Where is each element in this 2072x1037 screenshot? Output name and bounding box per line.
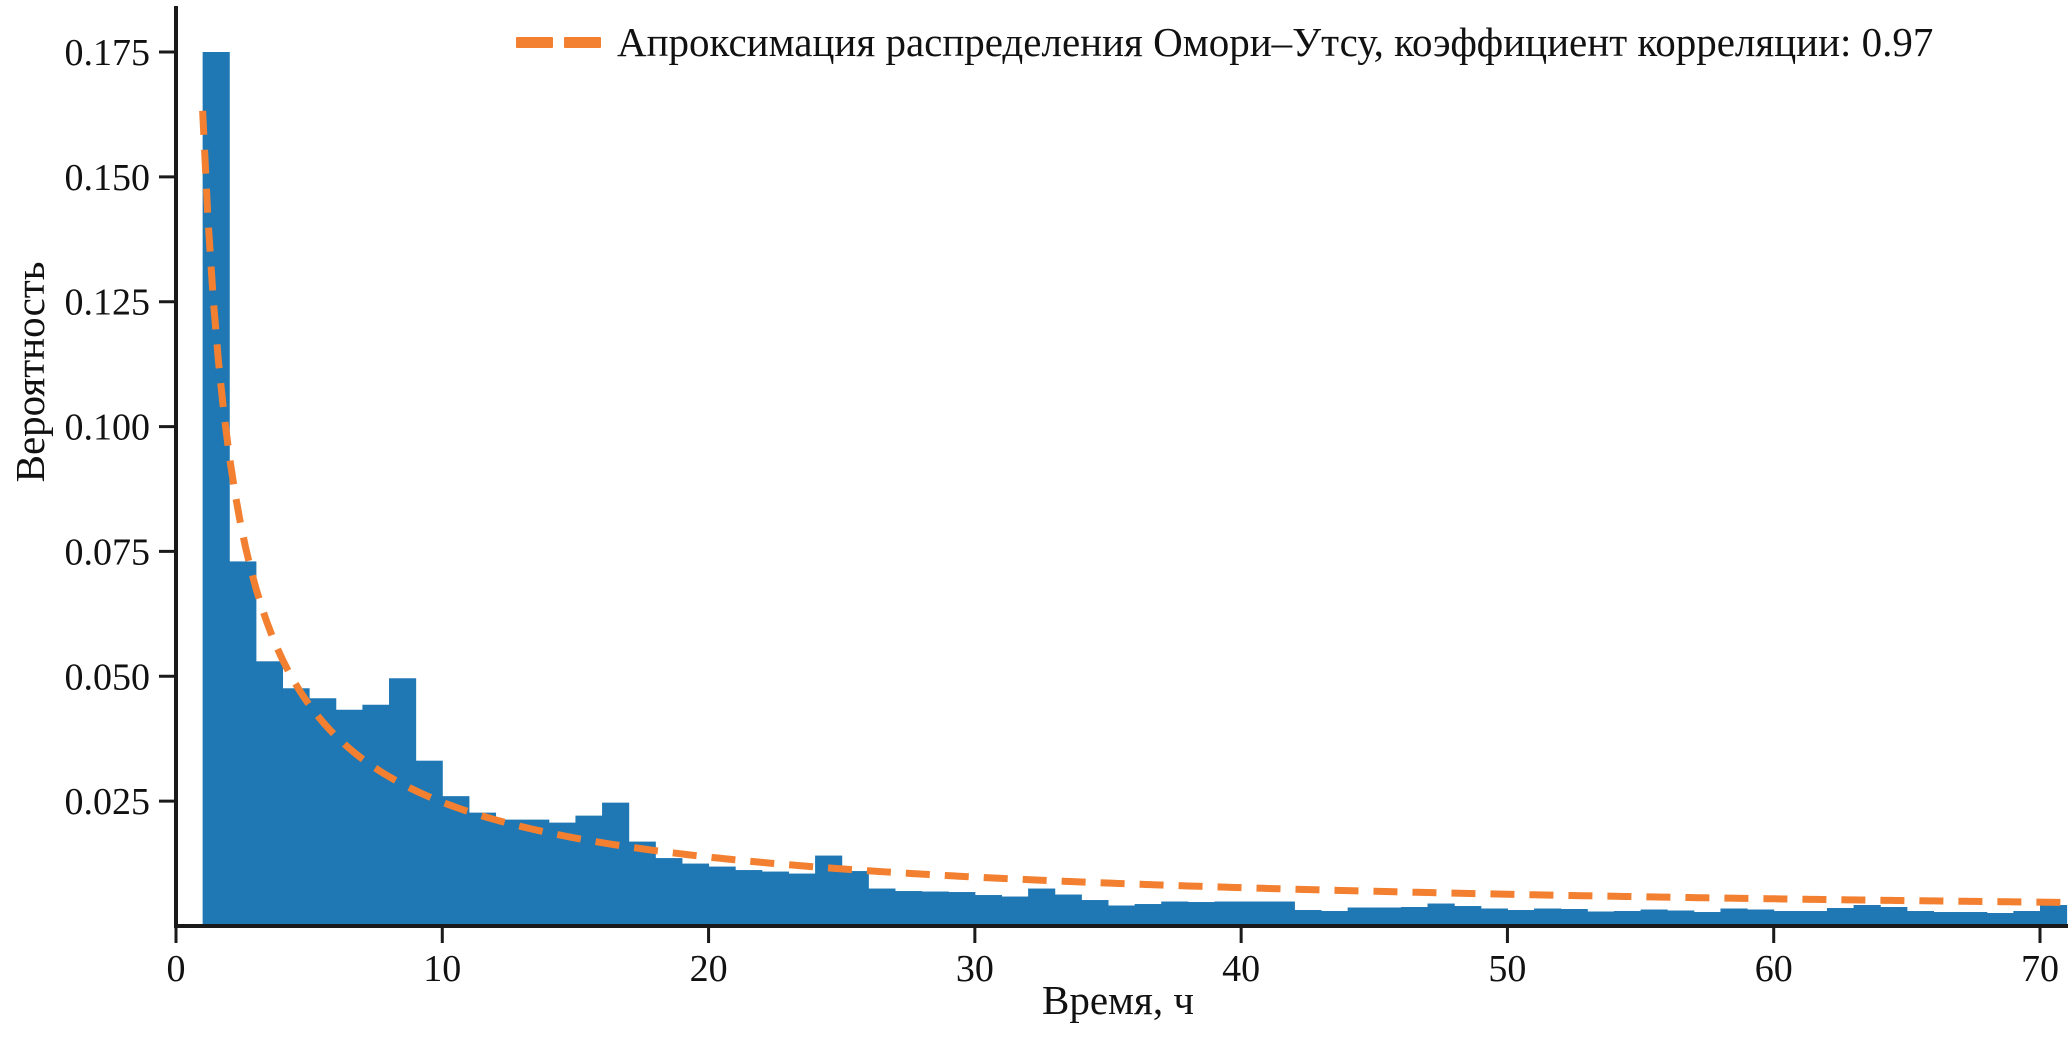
histogram-bar — [495, 819, 523, 926]
histogram-bar — [1267, 901, 1295, 926]
legend-dashed-line-icon — [516, 36, 601, 48]
histogram-bar — [1720, 908, 1748, 926]
y-tick-label: 0.100 — [65, 407, 151, 449]
histogram-bar — [1294, 910, 1322, 926]
y-tick-labels: 0.025 0.050 0.075 0.100 0.125 0.150 0.175 — [65, 32, 151, 823]
histogram-bar — [1853, 905, 1881, 926]
x-axis-label: Время, ч — [1042, 977, 1194, 1023]
y-tick-label: 0.075 — [65, 531, 151, 573]
histogram-bar — [761, 871, 789, 926]
y-tick-label: 0.150 — [65, 157, 151, 199]
y-tick-label: 0.025 — [65, 781, 151, 823]
histogram-bar — [1933, 912, 1961, 926]
histogram-bar — [1054, 894, 1082, 926]
x-tick-labels: 0 10 20 30 40 50 60 70 — [167, 948, 2060, 990]
histogram-bar — [335, 709, 363, 926]
histogram-bar — [1001, 896, 1029, 926]
x-tick-label: 50 — [1488, 948, 1526, 990]
x-tick-label: 70 — [2021, 948, 2059, 990]
histogram-bar — [1400, 907, 1429, 926]
histogram-bar — [522, 819, 550, 926]
histogram-bar — [1347, 907, 1375, 926]
x-tick-label: 10 — [423, 948, 461, 990]
x-tick-label: 60 — [1755, 948, 1793, 990]
x-tick-label: 20 — [690, 948, 728, 990]
histogram-bar — [948, 892, 976, 926]
histogram-bar — [1880, 907, 1908, 926]
histogram-bar — [282, 688, 310, 926]
histogram-bar — [1613, 911, 1642, 926]
y-axis-label: Вероятность — [7, 262, 53, 483]
histogram-bar — [602, 802, 630, 926]
y-tick-label: 0.175 — [65, 32, 151, 74]
fit-curve-line — [199, 110, 2067, 906]
histogram-bar — [1028, 888, 1056, 926]
histogram-bar — [1214, 901, 1242, 926]
histogram-bar — [1986, 913, 2014, 926]
histogram-bar — [1480, 908, 1508, 926]
histogram-bar — [202, 52, 230, 926]
histogram-bar — [1693, 912, 1721, 926]
histogram-bar — [2013, 911, 2041, 926]
x-tick-label: 30 — [956, 948, 994, 990]
histogram-bar — [681, 863, 710, 926]
axis-ticks — [159, 50, 2042, 943]
histogram-bar — [389, 678, 417, 926]
histogram-bar — [868, 888, 896, 926]
histogram-bar — [255, 661, 284, 926]
histogram-bars — [202, 52, 2068, 926]
histogram-bar — [1560, 909, 1588, 926]
histogram-bar — [309, 698, 337, 926]
histogram-bar — [894, 891, 923, 926]
histogram-bar — [442, 796, 470, 926]
histogram-bar — [1534, 908, 1562, 926]
histogram-bar — [735, 870, 763, 926]
histogram-bar — [1773, 911, 1801, 926]
histogram-bar — [1081, 900, 1109, 926]
y-tick-label: 0.125 — [65, 282, 151, 324]
histogram-bar — [974, 895, 1002, 926]
histogram-bar — [921, 891, 949, 926]
histogram-bar — [1454, 906, 1482, 926]
histogram-bar — [628, 841, 656, 926]
histogram-bar — [1241, 901, 1269, 926]
histogram-bar — [1960, 912, 1988, 926]
histogram-bar — [655, 858, 683, 926]
histogram-bar — [1587, 911, 1615, 926]
histogram-bar — [1427, 903, 1455, 926]
legend-dash-segment — [516, 36, 553, 48]
histogram-bar — [1747, 909, 1775, 926]
histogram-bar — [1667, 910, 1695, 926]
histogram-bar — [415, 760, 443, 926]
histogram-bar — [1826, 908, 1855, 926]
histogram-bar — [362, 704, 390, 926]
histogram-bar — [1640, 909, 1668, 926]
histogram-bar — [229, 561, 257, 926]
x-tick-label: 0 — [167, 948, 186, 990]
legend: Апроксимация распределения Омори–Утсу, к… — [516, 18, 1933, 66]
legend-dash-segment — [564, 36, 601, 48]
histogram-bar — [575, 815, 603, 926]
histogram-bar — [1800, 911, 1828, 926]
histogram-bar — [1507, 910, 1535, 926]
histogram-bar — [788, 873, 816, 926]
histogram-bar — [708, 866, 736, 926]
histogram-bar — [1187, 902, 1216, 926]
legend-label: Апроксимация распределения Омори–Утсу, к… — [617, 19, 1934, 65]
histogram-bar — [1108, 905, 1136, 926]
axes-spines — [174, 6, 2068, 928]
histogram-bar — [1321, 911, 1349, 926]
histogram-bar — [841, 871, 869, 926]
histogram-bar — [1374, 907, 1402, 926]
x-tick-label: 40 — [1222, 948, 1260, 990]
histogram-bar — [2040, 905, 2068, 926]
histogram-bar — [468, 812, 497, 926]
histogram-bar — [1161, 901, 1189, 926]
y-tick-label: 0.050 — [65, 656, 151, 698]
histogram-bar — [1134, 904, 1162, 926]
histogram-bar — [1906, 911, 1934, 926]
